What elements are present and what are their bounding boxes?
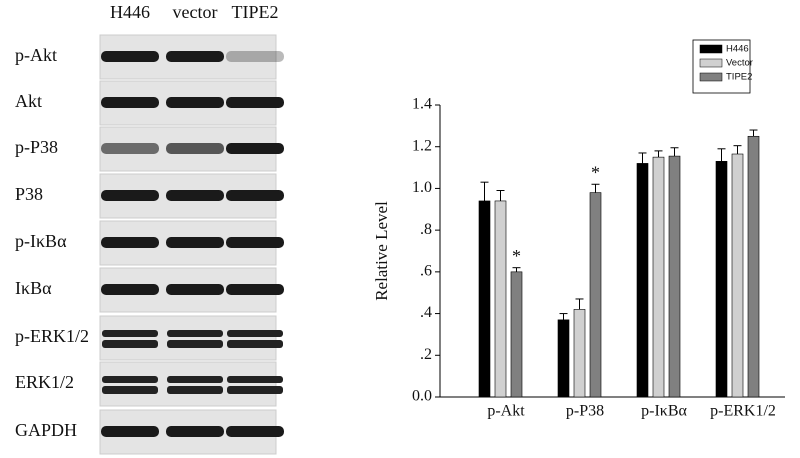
- blot-band: [101, 143, 159, 154]
- legend-swatch: [699, 58, 723, 68]
- blot-band: [167, 376, 223, 383]
- blot-band: [226, 51, 284, 62]
- blot-label: P38: [15, 184, 43, 204]
- blot-band: [101, 190, 159, 201]
- error-bar: [670, 147, 679, 157]
- y-tick-label: .8: [420, 221, 432, 238]
- error-bar: [591, 183, 600, 193]
- blot-band: [167, 340, 223, 348]
- annotation: *: [512, 246, 521, 266]
- bar: [557, 319, 570, 398]
- blot-label: GAPDH: [15, 420, 77, 440]
- blot-band: [102, 386, 158, 394]
- y-tick-label: .4: [420, 304, 432, 321]
- error-bar: [512, 267, 521, 272]
- blot-label: IκBα: [15, 278, 52, 298]
- blot-label: p-ERK1/2: [15, 326, 89, 346]
- error-bar: [717, 148, 726, 162]
- bar: [573, 309, 586, 398]
- bar: [652, 156, 665, 398]
- error-bar: [749, 129, 758, 137]
- blot-band: [166, 237, 224, 248]
- lane-label: H446: [110, 2, 150, 22]
- y-axis-label: Relative Level: [372, 201, 391, 301]
- bar: [731, 153, 744, 398]
- error-bar: [638, 152, 647, 164]
- bar: [747, 135, 760, 398]
- blot-label: p-P38: [15, 137, 58, 157]
- blot-band: [166, 97, 224, 108]
- error-bar: [575, 298, 584, 310]
- legend-label: TIPE2: [726, 72, 752, 83]
- annotation: *: [591, 162, 600, 182]
- y-tick-label: 1.4: [412, 96, 432, 113]
- lane-label: vector: [173, 2, 218, 22]
- blot-band: [227, 330, 283, 337]
- legend-label: H446: [726, 44, 749, 55]
- blot-band: [227, 386, 283, 394]
- blot-label: p-IκBα: [15, 231, 67, 251]
- error-bar: [496, 190, 505, 201]
- blot-band: [166, 284, 224, 295]
- blot-band: [101, 237, 159, 248]
- blot-band: [102, 340, 158, 348]
- legend-label: Vector: [726, 58, 753, 69]
- legend-swatch: [699, 72, 723, 82]
- error-bar: [559, 313, 568, 320]
- blot-band: [226, 190, 284, 201]
- x-tick-label: p-IκBα: [641, 403, 687, 420]
- blot-strip: [99, 315, 277, 361]
- blot-band: [166, 190, 224, 201]
- x-tick-label: p-ERK1/2: [710, 403, 776, 420]
- y-tick-label: 0.0: [412, 388, 432, 405]
- blot-band: [226, 426, 284, 437]
- blot-band: [101, 284, 159, 295]
- blot-band: [167, 330, 223, 337]
- blot-band: [101, 97, 159, 108]
- y-tick-label: .2: [420, 346, 432, 363]
- bar: [589, 192, 602, 398]
- y-tick-label: .6: [420, 263, 432, 280]
- bar: [668, 155, 681, 398]
- error-bar: [480, 181, 489, 201]
- bar: [510, 271, 523, 398]
- bar: [494, 200, 507, 398]
- blot-label: p-Akt: [15, 45, 57, 65]
- blot-band: [101, 426, 159, 437]
- bar: [478, 200, 491, 398]
- blot-band: [226, 284, 284, 295]
- legend-swatch: [699, 44, 723, 54]
- blot-band: [227, 340, 283, 348]
- y-tick-label: 1.2: [412, 137, 432, 154]
- blot-band: [166, 51, 224, 62]
- blot-band: [166, 426, 224, 437]
- error-bar: [733, 145, 742, 155]
- blot-label: ERK1/2: [15, 372, 74, 392]
- error-bar: [654, 150, 663, 158]
- blot-band: [226, 143, 284, 154]
- lane-label: TIPE2: [232, 2, 279, 22]
- x-tick-label: p-P38: [566, 403, 604, 420]
- blot-band: [226, 237, 284, 248]
- blot-band: [227, 376, 283, 383]
- blot-strip: [99, 361, 277, 407]
- blot-band: [166, 143, 224, 154]
- blot-band: [102, 376, 158, 383]
- blot-band: [101, 51, 159, 62]
- bar: [715, 161, 728, 398]
- y-tick-label: 1.0: [412, 179, 432, 196]
- blot-label: Akt: [15, 91, 42, 111]
- bar: [636, 163, 649, 398]
- x-tick-label: p-Akt: [487, 403, 525, 420]
- blot-band: [167, 386, 223, 394]
- blot-band: [102, 330, 158, 337]
- blot-band: [226, 97, 284, 108]
